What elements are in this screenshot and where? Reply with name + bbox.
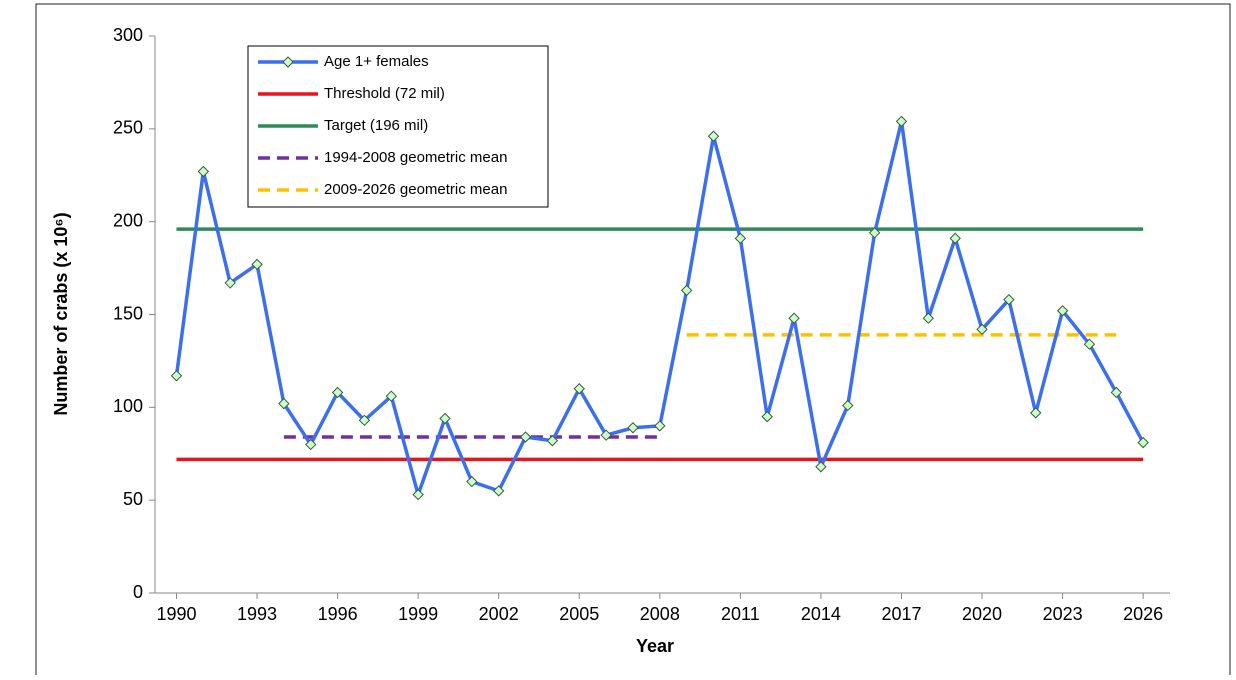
data-point <box>1137 436 1149 449</box>
data-point <box>868 227 881 239</box>
data-point <box>1110 386 1123 399</box>
data-point <box>546 435 559 447</box>
data-point <box>949 232 961 245</box>
legend-label: Target (196 mil) <box>324 117 428 134</box>
y-tick-label: 150 <box>113 303 143 323</box>
x-tick-label: 1990 <box>156 604 196 624</box>
data-point <box>680 284 693 297</box>
data-point <box>1083 338 1096 350</box>
data-point <box>976 323 988 336</box>
data-point <box>1003 293 1015 306</box>
legend-label: Age 1+ females <box>324 53 429 70</box>
data-point <box>627 422 639 434</box>
data-point <box>761 410 773 423</box>
x-tick-label: 2017 <box>881 604 921 624</box>
x-tick-label: 2026 <box>1123 604 1163 624</box>
data-point <box>278 397 290 410</box>
y-tick-label: 0 <box>133 582 143 602</box>
data-point <box>519 431 532 443</box>
data-point <box>224 277 236 289</box>
y-tick-label: 50 <box>123 489 143 509</box>
data-point <box>439 412 451 425</box>
x-tick-label: 2008 <box>640 604 680 624</box>
x-tick-label: 2005 <box>559 604 599 624</box>
data-point <box>358 414 371 427</box>
data-point <box>197 165 210 178</box>
data-point <box>1030 407 1042 419</box>
legend-label: Threshold (72 mil) <box>324 85 445 102</box>
data-point <box>573 383 585 395</box>
legend-label: 1994-2008 geometric mean <box>324 149 507 166</box>
data-point <box>734 232 747 245</box>
x-tick-label: 2002 <box>479 604 519 624</box>
x-tick-label: 2023 <box>1043 604 1083 624</box>
legend-label: 2009-2026 geometric mean <box>324 181 507 198</box>
data-point <box>492 485 505 497</box>
data-point <box>251 258 263 271</box>
x-tick-label: 2011 <box>721 604 760 624</box>
chart-frame <box>35 3 1231 680</box>
y-tick-label: 200 <box>113 210 143 230</box>
data-point <box>922 312 935 324</box>
data-point <box>600 429 612 441</box>
data-point <box>895 115 908 128</box>
x-tick-label: 2020 <box>962 604 1002 624</box>
x-axis-label: Year <box>636 636 674 656</box>
data-point <box>331 386 344 399</box>
data-point <box>788 312 800 324</box>
y-axis-label: Number of crabs (x 10⁶) <box>51 212 71 415</box>
data-point <box>412 488 424 501</box>
data-point <box>842 399 854 412</box>
data-point <box>1056 305 1069 317</box>
x-tick-label: 1993 <box>237 604 277 624</box>
x-tick-label: 2014 <box>801 604 841 624</box>
y-tick-label: 100 <box>113 396 143 416</box>
data-point <box>815 461 827 473</box>
data-point <box>305 438 317 451</box>
data-point <box>385 390 398 402</box>
data-point <box>654 420 666 432</box>
legend-marker <box>282 56 294 68</box>
x-tick-label: 1999 <box>398 604 438 624</box>
data-point <box>170 370 183 382</box>
y-tick-label: 250 <box>113 118 143 138</box>
data-point <box>466 475 478 488</box>
x-tick-label: 1996 <box>318 604 358 624</box>
y-tick-label: 300 <box>113 25 143 45</box>
data-point <box>707 130 720 142</box>
